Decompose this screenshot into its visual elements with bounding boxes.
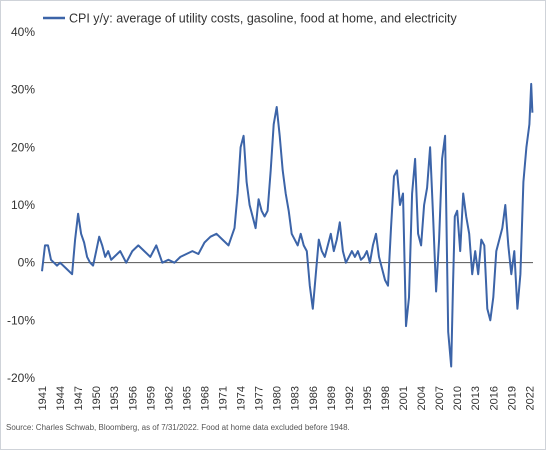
series-line-0 [41,82,534,368]
x-axis: 1941 1944 1947 1950 1953 1956 1959 1962 1965 1968… [37,386,536,410]
x-tick-label: 1953 [109,386,121,410]
x-tick-label: 2010 [452,386,464,410]
x-tick-label: 1980 [272,386,284,410]
y-tick-label: -10% [7,313,35,327]
y-tick-label: 20% [11,140,35,154]
y-axis: 40% 30% 20% 10% 0% -10% -20% [7,25,35,385]
x-tick-label: 1986 [308,386,320,410]
x-tick-label: 2007 [434,386,446,410]
x-tick-label: 1998 [380,386,392,410]
x-tick-label: 1965 [181,386,193,410]
x-tick-label: 1944 [55,386,67,410]
x-tick-label: 2001 [398,386,410,410]
x-tick-label: 1974 [236,386,248,410]
x-tick-label: 1959 [145,386,157,410]
x-tick-label: 1956 [127,386,139,410]
legend-label: CPI y/y: average of utility costs, gasol… [69,12,457,26]
x-tick-label: 1950 [91,386,103,410]
series-group [41,82,534,368]
x-tick-label: 1971 [218,386,230,410]
x-tick-label: 1962 [163,386,175,410]
x-tick-label: 1995 [362,386,374,410]
x-tick-label: 1989 [326,386,338,410]
x-tick-label: 1968 [199,386,211,410]
y-tick-label: -20% [7,371,35,385]
legend: CPI y/y: average of utility costs, gasol… [43,12,457,26]
x-tick-label: 1947 [73,386,85,410]
x-tick-label: 1992 [344,386,356,410]
x-tick-label: 2013 [470,386,482,410]
x-tick-label: 2022 [524,386,536,410]
y-tick-label: 30% [11,83,35,97]
x-tick-label: 2019 [506,386,518,410]
x-tick-label: 2016 [488,386,500,410]
x-tick-label: 1977 [254,386,266,410]
x-tick-label: 1983 [290,386,302,410]
x-tick-label: 2004 [416,386,428,410]
y-tick-label: 40% [11,25,35,39]
source-note: Source: Charles Schwab, Bloomberg, as of… [6,423,350,432]
y-tick-label: 0% [18,256,36,270]
y-tick-label: 10% [11,198,35,212]
x-tick-label: 1941 [37,386,49,410]
